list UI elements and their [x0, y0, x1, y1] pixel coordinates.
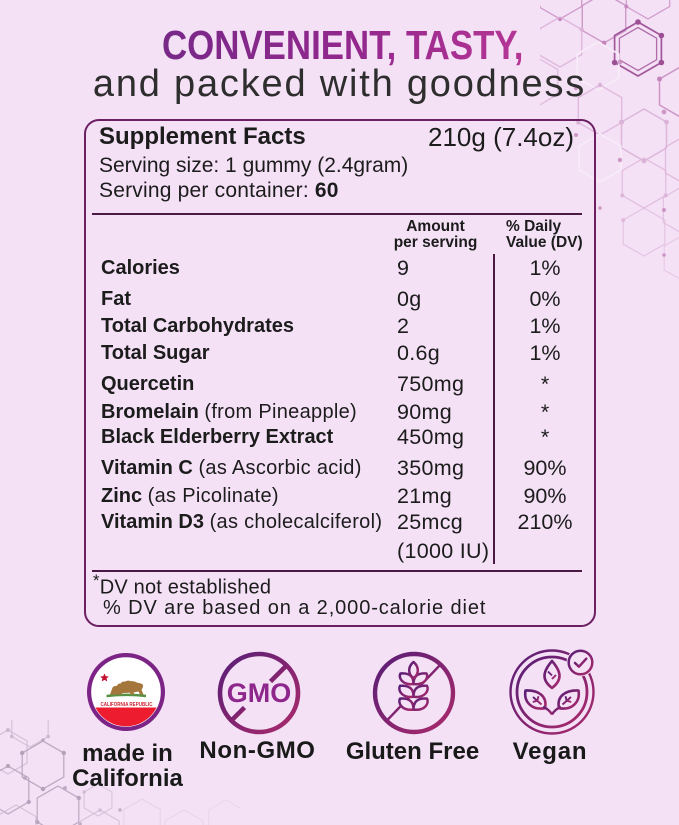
svg-text:CALIFORNIA REPUBLIC: CALIFORNIA REPUBLIC: [101, 702, 153, 708]
svg-text:GMO: GMO: [227, 678, 292, 708]
